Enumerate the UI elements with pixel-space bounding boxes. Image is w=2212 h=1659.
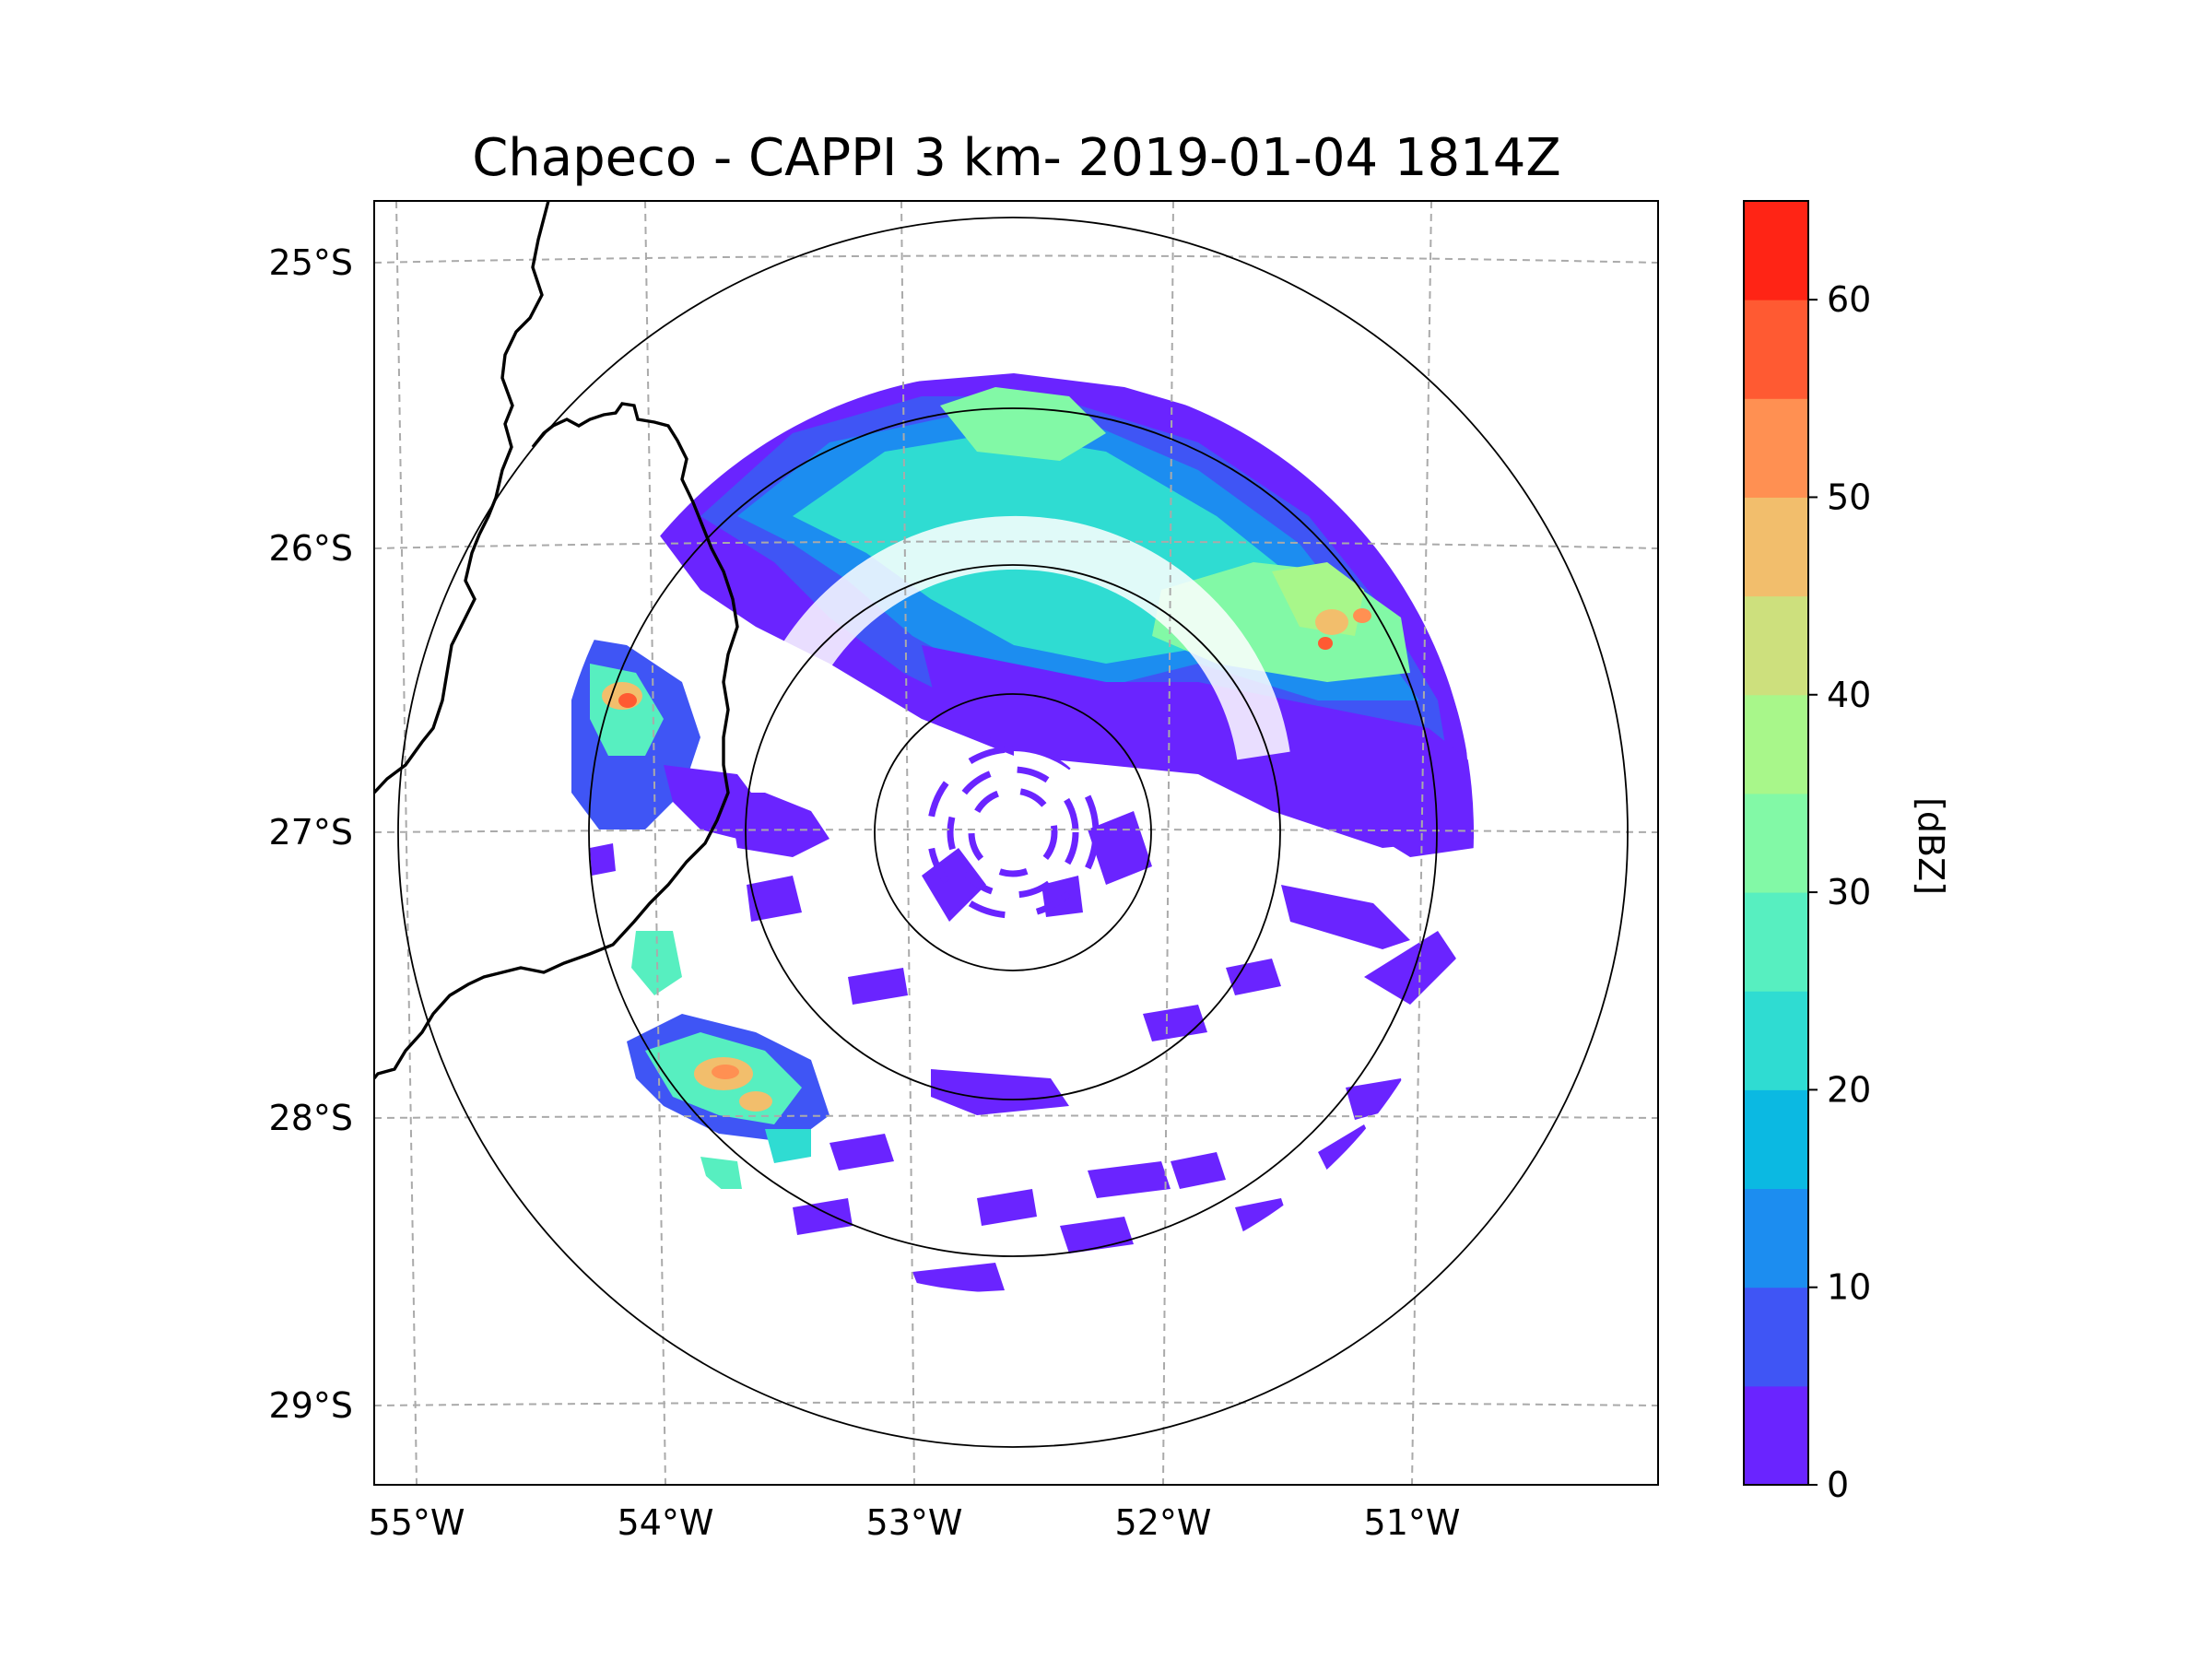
colorbar-swatch (1744, 595, 1808, 696)
colorbar-swatch (1744, 991, 1808, 1090)
range-ring-mid (745, 564, 1281, 1100)
lon-label-52w: 52°W (1115, 1502, 1212, 1543)
colorbar: 0 10 20 30 40 50 60 (1743, 200, 1871, 1505)
reflectivity-field (571, 373, 1474, 1293)
colorbar-swatch (1744, 497, 1808, 597)
map-panel (374, 201, 1658, 1485)
lon-label-55w: 55°W (369, 1502, 465, 1543)
colorbar-tick-label: 30 (1827, 872, 1871, 912)
radar-near-rings (926, 746, 1100, 919)
colorbar-tick-label: 20 (1827, 1069, 1871, 1110)
colorbar-swatch (1744, 892, 1808, 992)
colorbar-tick-label: 40 (1827, 675, 1871, 715)
range-rings (397, 217, 1629, 1448)
colorbar-tick-label: 0 (1827, 1465, 1849, 1505)
colorbar-swatch (1744, 1188, 1808, 1288)
colorbar-swatch (1744, 398, 1808, 498)
colorbar-tick-label: 10 (1827, 1267, 1871, 1308)
colorbar-swatch (1744, 1385, 1808, 1486)
echo-west (571, 636, 830, 857)
colorbar-swatch (1744, 1287, 1808, 1387)
map-frame (373, 200, 1659, 1486)
lat-label-25s: 25°S (269, 242, 353, 283)
lon-label-54w: 54°W (618, 1502, 714, 1543)
colorbar-tick-label: 60 (1827, 279, 1871, 320)
country-borders (374, 201, 739, 1080)
colorbar-swatch (1744, 694, 1808, 794)
range-ring-edge (397, 217, 1629, 1448)
figure-title: Chapeco - CAPPI 3 km- 2019-01-04 1814Z (472, 128, 1561, 188)
lon-label-51w: 51°W (1364, 1502, 1461, 1543)
lon-label-53w: 53°W (866, 1502, 963, 1543)
longitude-labels: 55°W 54°W 53°W 52°W 51°W (369, 1502, 1461, 1543)
colorbar-swatch (1744, 201, 1808, 300)
latitude-labels: 25°S 26°S 27°S 28°S 29°S (269, 242, 353, 1426)
echo-southwest (627, 931, 830, 1189)
range-ring-outer (588, 407, 1438, 1257)
lat-label-29s: 29°S (269, 1385, 353, 1426)
colorbar-frame (1743, 200, 1809, 1486)
lat-label-26s: 26°S (269, 528, 353, 569)
range-ring-inner (874, 693, 1152, 971)
colorbar-label: [dBZ] (1911, 797, 1951, 895)
colorbar-tick-label: 50 (1827, 477, 1871, 517)
colorbar-swatch (1744, 793, 1808, 893)
lat-label-27s: 27°S (269, 812, 353, 853)
lat-label-28s: 28°S (269, 1098, 353, 1138)
colorbar-swatch (1744, 1089, 1808, 1190)
colorbar-swatch (1744, 300, 1808, 399)
